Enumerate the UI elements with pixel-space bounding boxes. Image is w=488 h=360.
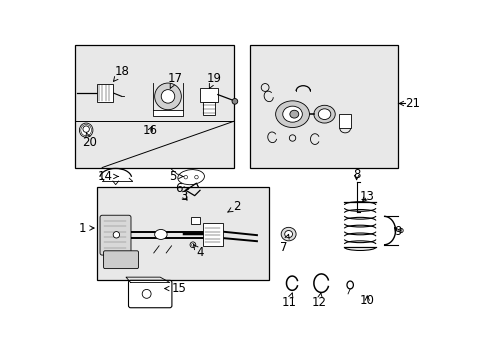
Text: 2: 2 — [227, 200, 240, 213]
Text: 7: 7 — [279, 234, 288, 254]
Ellipse shape — [281, 227, 296, 241]
FancyBboxPatch shape — [103, 251, 138, 269]
Text: 14: 14 — [98, 170, 118, 183]
Bar — [202, 102, 215, 115]
Text: 4: 4 — [193, 244, 203, 260]
Ellipse shape — [190, 242, 195, 248]
Text: 9: 9 — [393, 225, 401, 238]
Ellipse shape — [282, 106, 302, 122]
Bar — [97, 187, 269, 280]
Text: 12: 12 — [311, 293, 326, 309]
Ellipse shape — [154, 229, 167, 239]
Ellipse shape — [289, 110, 298, 118]
Ellipse shape — [275, 101, 309, 127]
Text: 6: 6 — [174, 183, 188, 195]
Text: 15: 15 — [164, 282, 186, 295]
Ellipse shape — [178, 170, 204, 185]
FancyBboxPatch shape — [202, 223, 223, 246]
FancyBboxPatch shape — [100, 215, 131, 255]
Bar — [249, 45, 397, 167]
Text: 13: 13 — [359, 189, 374, 203]
Ellipse shape — [313, 105, 335, 123]
Bar — [200, 88, 217, 103]
Bar — [75, 45, 233, 167]
Bar — [191, 217, 200, 225]
Text: 8: 8 — [352, 168, 360, 181]
Text: 10: 10 — [359, 294, 374, 307]
Bar — [153, 109, 183, 116]
Text: 21: 21 — [398, 97, 420, 110]
FancyBboxPatch shape — [128, 280, 172, 308]
Text: 16: 16 — [142, 125, 158, 138]
Text: 19: 19 — [206, 72, 221, 89]
Bar — [338, 114, 350, 129]
Text: 3: 3 — [180, 189, 187, 203]
Ellipse shape — [232, 99, 237, 104]
Text: 5: 5 — [169, 170, 183, 183]
Text: 17: 17 — [167, 72, 182, 89]
Ellipse shape — [398, 228, 403, 233]
Ellipse shape — [113, 231, 120, 238]
Text: 1: 1 — [79, 221, 94, 234]
Ellipse shape — [154, 83, 181, 110]
Ellipse shape — [284, 230, 292, 238]
Ellipse shape — [161, 90, 174, 103]
Ellipse shape — [318, 109, 330, 120]
Text: 18: 18 — [113, 65, 129, 81]
Text: 11: 11 — [281, 293, 296, 309]
Ellipse shape — [83, 126, 89, 132]
Text: 20: 20 — [82, 133, 97, 149]
Ellipse shape — [79, 123, 93, 137]
Bar — [97, 84, 113, 102]
